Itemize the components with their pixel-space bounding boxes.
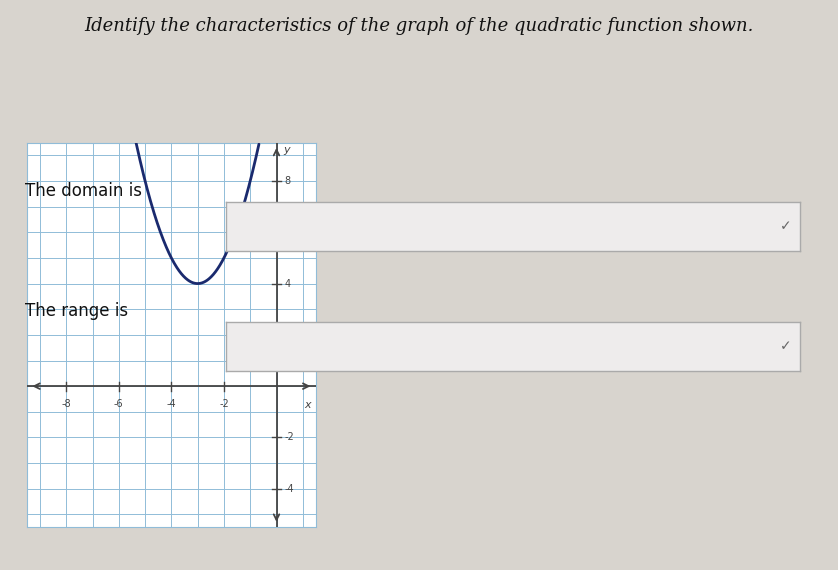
Text: -8: -8: [61, 399, 71, 409]
Text: x: x: [305, 400, 312, 410]
Text: 6: 6: [284, 227, 291, 237]
Text: 4: 4: [284, 279, 291, 288]
Text: y: y: [283, 145, 290, 155]
Text: -4: -4: [167, 399, 176, 409]
Text: The domain is: The domain is: [25, 182, 142, 200]
Text: -4: -4: [284, 484, 294, 494]
Text: The range is: The range is: [25, 302, 128, 320]
Text: Identify the characteristics of the graph of the quadratic function shown.: Identify the characteristics of the grap…: [85, 17, 753, 35]
Text: 2: 2: [284, 330, 291, 340]
Text: -2: -2: [219, 399, 229, 409]
Text: -2: -2: [284, 433, 294, 442]
Text: ✓: ✓: [780, 339, 792, 353]
Text: ✓: ✓: [780, 219, 792, 234]
Text: -6: -6: [114, 399, 124, 409]
Text: 8: 8: [284, 176, 291, 186]
